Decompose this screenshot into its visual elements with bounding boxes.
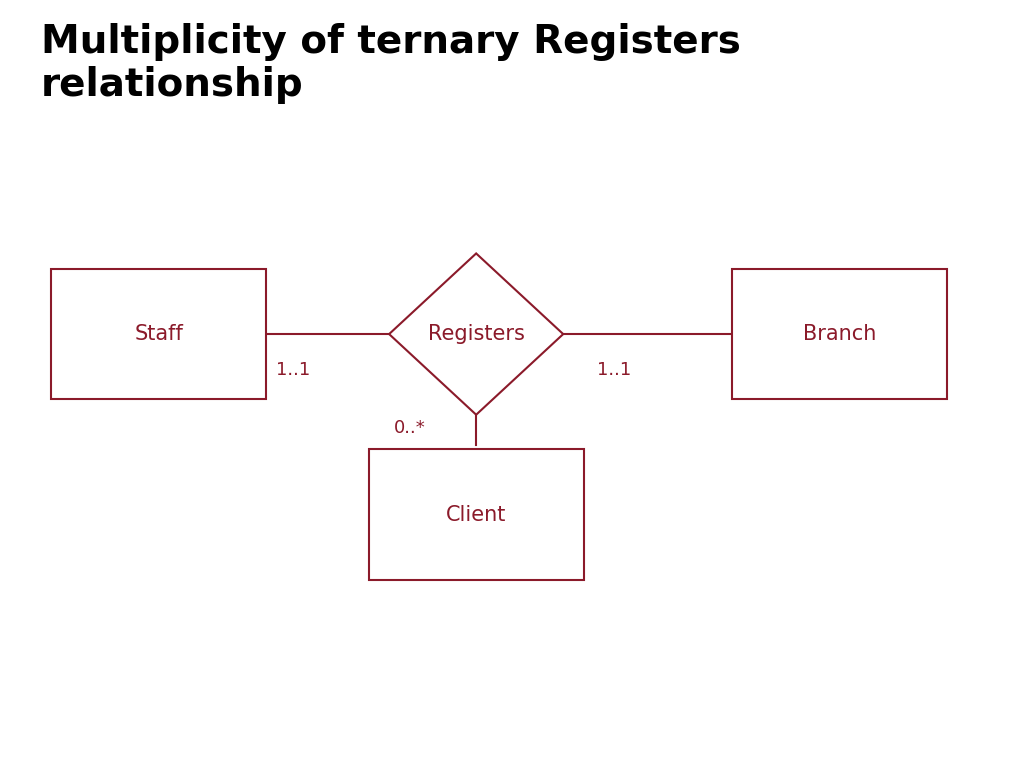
Text: 1..1: 1..1	[597, 361, 631, 379]
Text: Registers: Registers	[428, 324, 524, 344]
Text: Branch: Branch	[803, 324, 877, 344]
Text: Client: Client	[446, 505, 506, 525]
Bar	[732, 269, 947, 399]
Text: 1..1: 1..1	[276, 361, 310, 379]
Text: Staff: Staff	[134, 324, 183, 344]
Bar	[51, 269, 266, 399]
Polygon shape	[389, 253, 563, 415]
Text: Multiplicity of ternary Registers
relationship: Multiplicity of ternary Registers relati…	[41, 23, 740, 104]
Text: 0..*: 0..*	[394, 419, 426, 436]
Bar	[369, 449, 584, 580]
